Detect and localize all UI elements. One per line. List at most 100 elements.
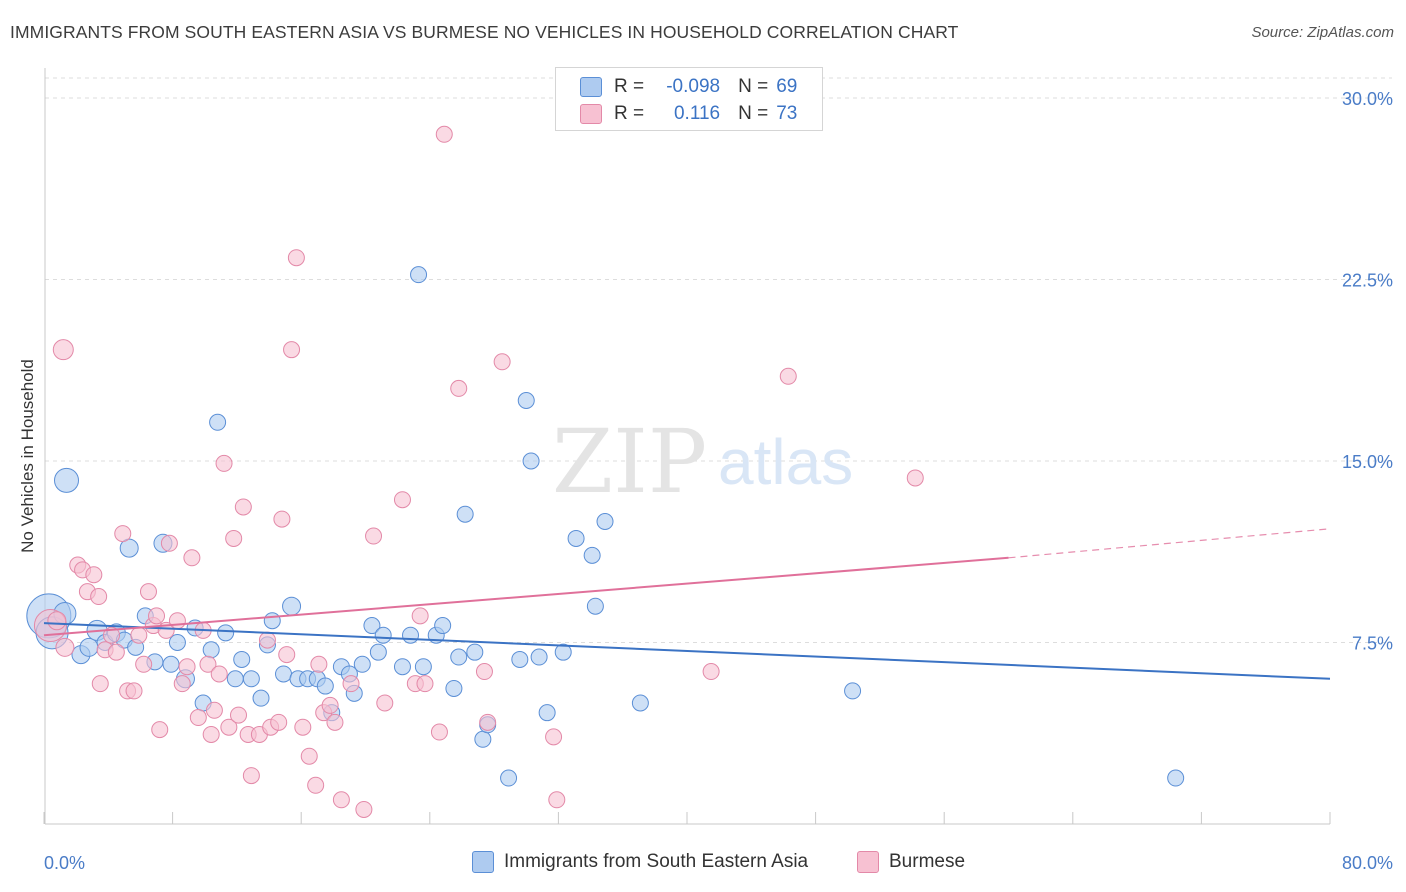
- n-value-series1: 69: [776, 76, 798, 97]
- bottom-legend-label-series2: Burmese: [889, 851, 966, 872]
- data-point-pink: [90, 588, 108, 606]
- data-point-pink: [321, 696, 339, 714]
- data-point-pink: [416, 675, 434, 693]
- data-point-blue: [445, 679, 463, 697]
- data-point-pink: [270, 713, 288, 731]
- data-point-blue: [282, 596, 302, 616]
- bottom-legend-series1: Immigrants from South Eastern Asia: [472, 851, 808, 873]
- data-point-pink: [220, 718, 238, 736]
- data-point-pink: [114, 525, 132, 543]
- data-point-pink: [148, 607, 166, 625]
- data-point-pink: [300, 747, 318, 765]
- watermark-zip: ZIP: [552, 410, 707, 513]
- data-point-pink: [906, 469, 924, 487]
- data-point-pink: [230, 706, 248, 724]
- legend-row-series2: R = 0.116 N = 73: [580, 102, 797, 126]
- data-point-blue: [631, 694, 649, 712]
- data-point-pink: [548, 791, 566, 809]
- r-value-series1: -0.098: [666, 76, 721, 97]
- n-label: N =: [738, 76, 769, 97]
- data-point-pink: [278, 646, 296, 664]
- data-point-pink: [365, 527, 383, 545]
- y-tick-label: 30.0%: [1342, 89, 1393, 109]
- data-point-blue: [168, 634, 186, 651]
- x-tick-label-max: 80.0%: [1342, 853, 1393, 873]
- data-point-pink: [215, 454, 233, 472]
- data-point-pink: [294, 718, 312, 736]
- y-tick-label: 22.5%: [1342, 271, 1393, 291]
- data-point-blue: [538, 704, 556, 722]
- data-point-pink: [125, 682, 143, 700]
- data-point-pink: [273, 510, 291, 528]
- legend-row-series1: R = -0.098 N = 69: [580, 75, 797, 99]
- data-point-pink: [173, 675, 191, 693]
- data-point-pink: [52, 339, 74, 361]
- data-point-pink: [479, 713, 497, 731]
- data-point-blue: [500, 769, 518, 787]
- data-point-pink: [376, 694, 394, 712]
- data-point-pink: [545, 728, 563, 746]
- data-point-pink: [234, 498, 252, 516]
- data-point-pink: [91, 675, 109, 693]
- n-value-series2: 73: [776, 103, 798, 124]
- data-point-pink: [307, 776, 325, 794]
- blue-swatch: [580, 77, 602, 97]
- data-point-pink: [183, 549, 201, 567]
- r-label: R =: [614, 103, 645, 124]
- data-point-blue: [242, 670, 260, 688]
- data-point-pink: [151, 721, 169, 739]
- data-point-pink: [493, 353, 511, 371]
- data-point-pink: [130, 626, 148, 644]
- data-point-pink: [85, 566, 103, 584]
- data-point-pink: [202, 725, 220, 743]
- data-point-pink: [225, 529, 243, 547]
- bottom-legend-label-series1: Immigrants from South Eastern Asia: [504, 851, 809, 872]
- trend-line-pink-extrapolated: [1008, 528, 1331, 559]
- data-point-blue: [586, 597, 604, 615]
- bottom-legend-series2: Burmese: [857, 851, 965, 873]
- trend-line-pink: [43, 556, 1009, 637]
- data-point-pink: [332, 791, 350, 809]
- data-point-blue: [226, 670, 244, 688]
- trend-line-blue: [43, 622, 1331, 680]
- pink-swatch: [580, 104, 602, 124]
- data-point-pink: [310, 655, 328, 673]
- data-point-pink: [210, 665, 228, 683]
- data-point-pink: [178, 658, 196, 676]
- data-point-blue: [522, 452, 540, 470]
- data-point-blue: [410, 266, 428, 284]
- correlation-legend: R = -0.098 N = 69 R = 0.116 N = 73: [555, 67, 823, 131]
- data-point-pink: [160, 534, 178, 552]
- data-point-pink: [189, 709, 207, 727]
- data-point-blue: [233, 650, 251, 668]
- r-label: R =: [614, 76, 645, 97]
- data-point-pink: [47, 611, 67, 631]
- data-point-pink: [103, 626, 121, 644]
- data-point-pink: [283, 341, 301, 359]
- data-point-blue: [414, 658, 432, 676]
- y-tick-label: 15.0%: [1342, 452, 1393, 472]
- blue-swatch: [472, 851, 494, 873]
- data-point-pink: [287, 249, 305, 267]
- watermark-atlas: atlas: [718, 426, 853, 498]
- data-point-pink: [342, 675, 360, 693]
- data-point-blue: [554, 643, 572, 661]
- data-point-pink: [411, 607, 429, 625]
- data-point-pink: [55, 637, 75, 657]
- data-point-blue: [474, 730, 492, 748]
- data-point-pink: [205, 701, 223, 719]
- data-point-pink: [168, 612, 186, 630]
- chart-title: IMMIGRANTS FROM SOUTH EASTERN ASIA VS BU…: [10, 22, 959, 42]
- data-point-pink: [779, 367, 797, 385]
- data-point-blue: [393, 658, 411, 676]
- data-point-pink: [702, 663, 720, 681]
- data-point-pink: [435, 125, 453, 143]
- x-tick-label-min: 0.0%: [44, 853, 85, 873]
- data-point-pink: [355, 800, 373, 818]
- data-point-blue: [466, 643, 484, 661]
- data-point-blue: [202, 641, 220, 659]
- data-point-blue: [369, 643, 387, 661]
- data-point-pink: [242, 767, 260, 785]
- data-point-blue: [517, 392, 535, 409]
